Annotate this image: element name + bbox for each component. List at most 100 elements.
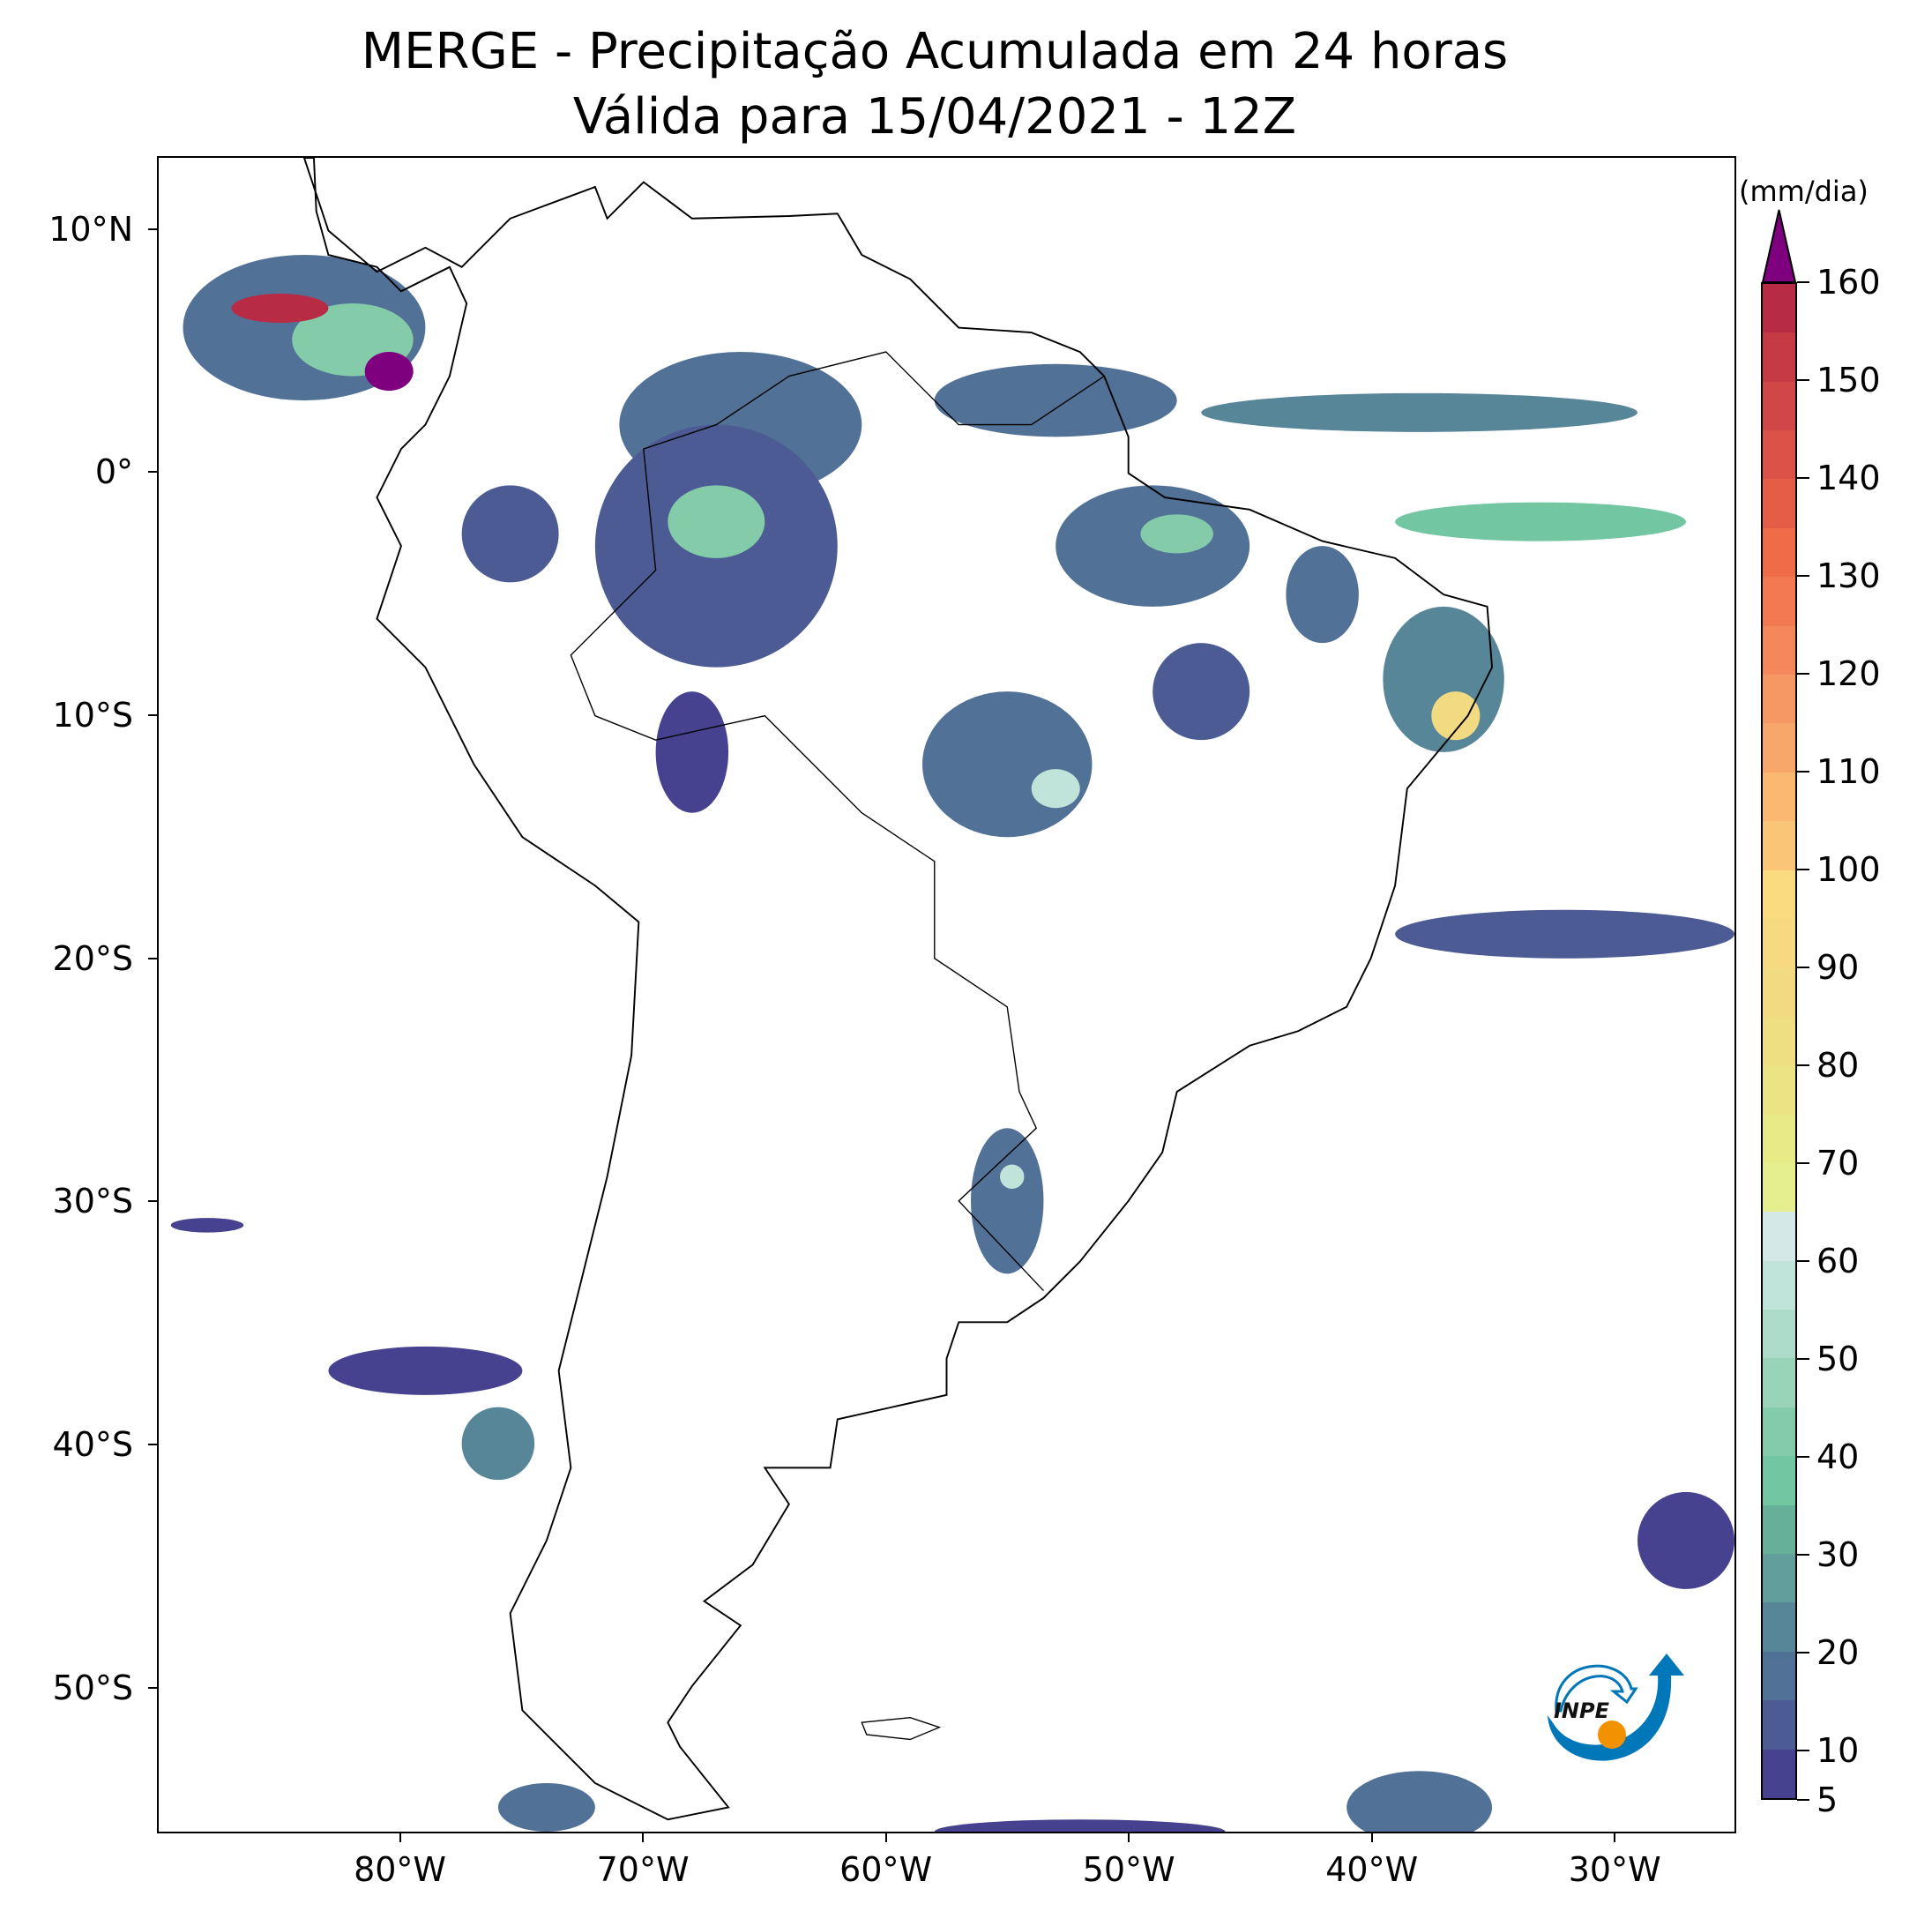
colorbar-tick-mark [1797,771,1809,773]
colorbar-tick-mark [1797,1260,1809,1263]
colorbar-bin [1763,772,1795,822]
colorbar-bin [1763,870,1795,919]
svg-text:INPE: INPE [1554,1698,1610,1723]
colorbar-tick-mark [1797,1652,1809,1654]
x-tick-mark [1370,1833,1373,1842]
precip-area [970,1128,1044,1274]
inpe-logo: INPE [1548,1653,1684,1761]
colorbar-tick-label: 60 [1816,1242,1860,1281]
colorbar-bin [1763,821,1795,870]
y-tick-label: 40°S [52,1424,133,1464]
colorbar-bin [1763,430,1795,480]
colorbar-bin [1763,1114,1795,1163]
y-tick-label: 0° [94,452,133,492]
colorbar-tick-mark [1797,1358,1809,1361]
y-tick-label: 50°S [52,1668,133,1707]
y-tick-mark [148,1443,157,1445]
y-tick-mark [148,228,157,230]
x-tick-label: 70°W [596,1850,690,1889]
x-tick-label: 80°W [354,1850,446,1889]
colorbar-tick-label: 20 [1816,1633,1860,1673]
colorbar-bin [1763,332,1795,382]
colorbar-tick-label: 120 [1816,654,1881,694]
colorbar-bin [1763,283,1795,333]
y-tick-label: 10°N [48,209,133,249]
colorbar-bin [1763,1700,1795,1750]
colorbar-tick-mark [1797,1456,1809,1459]
precip-area [1395,502,1687,541]
y-tick-label: 30°S [52,1182,133,1221]
colorbar-bin [1763,1504,1795,1555]
precip-area [170,1218,244,1233]
colorbar-tick-label: 160 [1816,263,1881,302]
x-tick-label: 40°W [1325,1850,1419,1889]
colorbar-bin [1763,1016,1795,1066]
colorbar [1761,282,1797,1800]
colorbar-bin [1763,675,1795,724]
precip-area [231,294,329,324]
colorbar-bin [1763,479,1795,528]
colorbar-tick-mark [1797,379,1809,382]
precip-area [1201,392,1638,432]
precip-area [1637,1491,1734,1589]
y-tick-label: 10°S [52,696,133,735]
colorbar-tick-mark [1797,1554,1809,1556]
precip-area [1140,514,1213,554]
precip-area [668,485,765,558]
colorbar-bin [1763,967,1795,1017]
colorbar-tick-label: 130 [1816,556,1881,596]
colorbar-bin [1763,1162,1795,1213]
precip-area [497,1782,595,1832]
colorbar-tick-label: 70 [1816,1144,1860,1183]
precip-area [934,363,1177,437]
precip-area [328,1346,523,1395]
chart-subtitle: Válida para 15/04/2021 - 12Z [572,88,1297,146]
precip-area [1346,1771,1493,1832]
colorbar-tick-label: 50 [1816,1340,1860,1379]
colorbar-tick-mark [1797,1064,1809,1067]
colorbar-tick-label: 5 [1816,1780,1839,1819]
colorbar-tick-label: 140 [1816,459,1881,498]
map-panel [157,156,1736,1833]
colorbar-bin [1763,918,1795,968]
colorbar-tick-mark [1797,281,1809,283]
y-tick-mark [148,714,157,716]
colorbar-tick-label: 80 [1816,1046,1860,1086]
south-america-coastline [302,158,1494,1821]
y-tick-mark [148,471,157,474]
chart-title: MERGE - Precipitação Acumulada em 24 hor… [361,23,1509,80]
precip-area [1286,546,1359,644]
colorbar-bin [1763,625,1795,676]
x-tick-label: 30°W [1568,1850,1661,1889]
precipitation-map [170,158,1734,1832]
colorbar-bin [1763,1358,1795,1407]
colorbar-bin [1763,723,1795,773]
colorbar-tick-mark [1797,477,1809,480]
colorbar-tick-mark [1797,1799,1809,1801]
precip-area [922,691,1093,838]
x-tick-label: 60°W [839,1850,933,1889]
x-tick-mark [642,1833,645,1842]
x-tick-mark [1128,1833,1130,1842]
y-tick-mark [148,1200,157,1203]
x-tick-mark [1614,1833,1616,1842]
colorbar-tick-mark [1797,1750,1809,1752]
colorbar-bin [1763,1651,1795,1701]
x-tick-mark [399,1833,401,1842]
colorbar-tick-label: 90 [1816,948,1860,988]
colorbar-extend-arrow [1761,209,1797,283]
colorbar-bin [1763,1749,1795,1798]
colorbar-bin [1763,577,1795,626]
colorbar-bin [1763,1310,1795,1359]
colorbar-tick-label: 40 [1816,1437,1860,1477]
colorbar-bin [1763,527,1795,578]
y-tick-mark [148,1686,157,1689]
precip-area [1395,909,1734,959]
y-tick-label: 20°S [52,938,133,978]
colorbar-tick-label: 100 [1816,850,1881,890]
precip-area [655,691,729,813]
colorbar-units: (mm/dia) [1739,175,1869,208]
colorbar-bin [1763,381,1795,431]
precip-area [1031,769,1080,809]
x-tick-label: 50°W [1082,1850,1175,1889]
